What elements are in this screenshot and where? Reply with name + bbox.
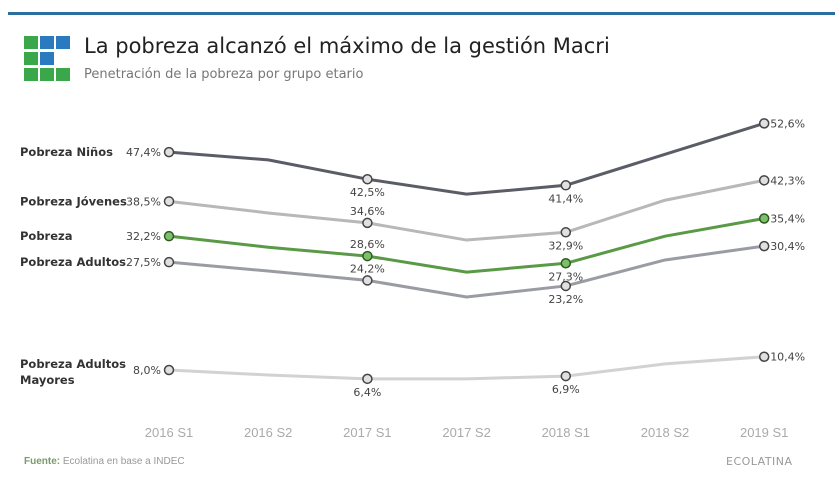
data-label: 35,4% <box>770 212 805 225</box>
data-label: 10,4% <box>770 351 805 364</box>
data-point <box>758 213 770 224</box>
data-label: 28,6% <box>350 238 385 251</box>
data-label: 32,9% <box>548 239 583 252</box>
data-label: 8,0% <box>133 364 161 377</box>
series-line <box>168 121 765 196</box>
series-label: Mayores <box>20 373 75 387</box>
data-point <box>163 256 175 268</box>
data-label: 41,4% <box>548 192 583 205</box>
data-label: 38,5% <box>126 195 161 208</box>
series-label: Pobreza <box>20 229 73 243</box>
data-label: 32,2% <box>126 230 161 243</box>
x-tick-label: 2017 S2 <box>442 425 490 440</box>
data-point <box>560 280 572 292</box>
series-label: Pobreza Jóvenes <box>20 194 127 208</box>
data-point <box>163 230 175 242</box>
data-label: 42,5% <box>350 186 385 199</box>
series-line <box>168 244 765 299</box>
data-point <box>163 146 175 158</box>
data-point <box>758 351 770 362</box>
top-bar <box>8 12 835 15</box>
data-point <box>560 370 572 382</box>
series-label: Pobreza Niños <box>20 145 113 159</box>
x-tick-label: 2016 S1 <box>145 425 193 440</box>
chart-title: La pobreza alcanzó el máximo de la gesti… <box>84 34 610 58</box>
series-line <box>168 178 765 242</box>
data-label: 6,9% <box>552 383 580 396</box>
data-point <box>758 240 770 252</box>
x-tick-label: 2017 S1 <box>343 425 391 440</box>
source-label: Fuente: <box>24 456 61 467</box>
x-tick-label: 2018 S1 <box>542 425 590 440</box>
data-point <box>362 250 373 262</box>
data-point <box>758 118 770 129</box>
data-label: 30,4% <box>770 240 805 253</box>
series-label: Pobreza Adultos <box>20 255 126 269</box>
data-point <box>560 258 572 269</box>
data-label: 27,3% <box>548 270 583 283</box>
data-label: 24,2% <box>350 262 385 275</box>
x-tick-label: 2019 S1 <box>740 425 788 440</box>
brand-name: ECOLATINA <box>726 455 793 468</box>
source-note: Fuente: Ecolatina en base a INDEC <box>24 456 185 467</box>
data-point <box>163 196 175 207</box>
brand-footer: ECOLATINA <box>726 455 793 468</box>
series-label: Pobreza Adultos <box>20 357 126 371</box>
series-line <box>168 355 765 381</box>
x-tick-label: 2018 S2 <box>641 425 689 440</box>
data-label: 42,3% <box>770 174 805 187</box>
data-label: 34,6% <box>350 205 385 218</box>
ecolatina-logo-icon <box>24 36 72 84</box>
data-point <box>362 173 373 185</box>
data-point <box>362 275 373 286</box>
data-label: 52,6% <box>770 117 805 130</box>
x-tick-label: 2016 S2 <box>244 425 292 440</box>
data-point <box>163 364 175 376</box>
series-line <box>168 217 765 274</box>
data-label: 23,2% <box>548 293 583 306</box>
data-point <box>758 175 770 186</box>
data-label: 47,4% <box>126 146 161 159</box>
data-label: 27,5% <box>126 256 161 269</box>
data-point <box>362 217 373 229</box>
data-point <box>560 180 572 191</box>
data-label: 6,4% <box>353 386 381 399</box>
data-point <box>560 227 572 238</box>
data-point <box>362 373 373 385</box>
source-text: Ecolatina en base a INDEC <box>62 456 185 467</box>
chart-subtitle: Penetración de la pobreza por grupo etar… <box>84 67 364 82</box>
